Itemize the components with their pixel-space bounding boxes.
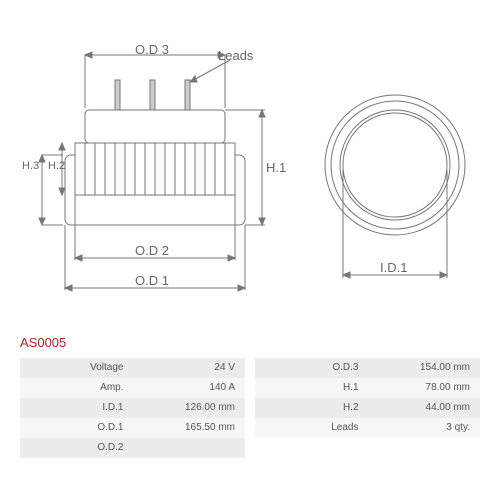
spec-val: 140 A bbox=[132, 378, 246, 398]
spec-key: H.1 bbox=[255, 378, 367, 398]
spec-val bbox=[132, 438, 246, 458]
spec-row: Amp. 140 A bbox=[20, 378, 245, 398]
spec-val: 44.00 mm bbox=[367, 398, 481, 418]
label-od1: O.D 1 bbox=[135, 273, 169, 288]
spec-row: O.D.2 bbox=[20, 438, 245, 458]
spec-val: 165.50 mm bbox=[132, 418, 246, 438]
spec-col-right: O.D.3 154.00 mm H.1 78.00 mm H.2 44.00 m… bbox=[255, 358, 480, 458]
label-h2: H.2 bbox=[48, 160, 65, 172]
spec-row: Leads 3 qty. bbox=[255, 418, 480, 438]
label-id1: I.D.1 bbox=[380, 260, 407, 275]
label-leads: Leads bbox=[218, 48, 253, 63]
spec-row: O.D.1 165.50 mm bbox=[20, 418, 245, 438]
spec-key: Amp. bbox=[20, 378, 132, 398]
spec-val: 3 qty. bbox=[367, 418, 481, 438]
label-h3: H.3 bbox=[22, 160, 39, 172]
spec-table: Voltage 24 V Amp. 140 A I.D.1 126.00 mm … bbox=[20, 358, 480, 458]
spec-val: 24 V bbox=[132, 358, 246, 378]
spec-key: Voltage bbox=[20, 358, 132, 378]
label-od2: O.D 2 bbox=[135, 243, 169, 258]
label-od3: O.D 3 bbox=[135, 42, 169, 57]
spec-val: 126.00 mm bbox=[132, 398, 246, 418]
spec-val: 78.00 mm bbox=[367, 378, 481, 398]
spec-key: O.D.2 bbox=[20, 438, 132, 458]
spec-row: H.1 78.00 mm bbox=[255, 378, 480, 398]
spec-val: 154.00 mm bbox=[367, 358, 481, 378]
spec-key: O.D.1 bbox=[20, 418, 132, 438]
spec-col-left: Voltage 24 V Amp. 140 A I.D.1 126.00 mm … bbox=[20, 358, 245, 458]
technical-drawing: O.D 3 Leads H.1 H.2 H.3 O.D 2 O.D 1 I.D.… bbox=[0, 0, 500, 330]
spec-key: Leads bbox=[255, 418, 367, 438]
label-h1: H.1 bbox=[266, 160, 286, 175]
spec-key: I.D.1 bbox=[20, 398, 132, 418]
spec-row: Voltage 24 V bbox=[20, 358, 245, 378]
spec-key: O.D.3 bbox=[255, 358, 367, 378]
spec-row: O.D.3 154.00 mm bbox=[255, 358, 480, 378]
spec-row: I.D.1 126.00 mm bbox=[20, 398, 245, 418]
spec-key: H.2 bbox=[255, 398, 367, 418]
spec-row: H.2 44.00 mm bbox=[255, 398, 480, 418]
part-code: AS0005 bbox=[20, 335, 66, 350]
